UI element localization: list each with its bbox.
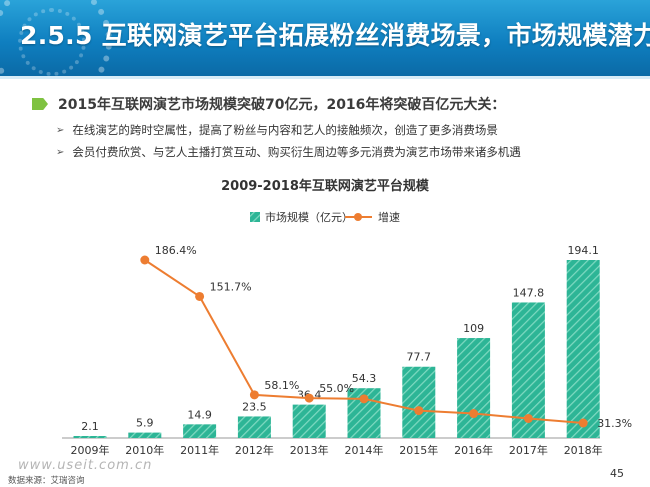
watermark: www.useit.com.cn xyxy=(18,458,153,473)
arrow-tag-icon xyxy=(32,98,48,110)
chart-title: 2009-2018年互联网演艺平台规模 xyxy=(221,178,430,194)
legend-line-marker xyxy=(354,213,362,221)
bar-value-label: 77.7 xyxy=(407,351,432,364)
x-tick-label: 2012年 xyxy=(235,443,274,457)
arrowhead-bullet-icon: ➢ xyxy=(56,124,65,136)
bar xyxy=(183,424,217,438)
growth-point xyxy=(414,406,424,416)
growth-point xyxy=(140,255,150,265)
lead-text: 2015年互联网演艺市场规模突破70亿元，2016年将突破百亿元大关： xyxy=(58,97,506,113)
x-tick-label: 2017年 xyxy=(509,443,548,457)
legend-bar-label: 市场规模（亿元） xyxy=(265,210,353,224)
header-banner: 2.5.5 互联网演艺平台拓展粉丝消费场景，市场规模潜力无限 xyxy=(0,0,650,76)
header-divider xyxy=(0,76,650,79)
header-decoration xyxy=(0,0,112,76)
growth-point xyxy=(578,418,588,428)
growth-value-label: 58.1% xyxy=(264,379,299,392)
bar xyxy=(457,338,491,438)
bar xyxy=(73,436,107,438)
page-number: 45 xyxy=(610,467,624,480)
bar-value-label: 147.8 xyxy=(513,286,545,299)
x-tick-label: 2018年 xyxy=(564,443,603,457)
header-decoration-inner xyxy=(18,8,86,76)
lead-statement: 2015年互联网演艺市场规模突破70亿元，2016年将突破百亿元大关： xyxy=(32,93,505,115)
legend-line-label: 增速 xyxy=(378,210,400,224)
x-tick-label: 2010年 xyxy=(125,443,164,457)
growth-value-label: 151.7% xyxy=(210,280,252,293)
x-tick-label: 2011年 xyxy=(180,443,219,457)
bar xyxy=(237,416,271,438)
x-tick-label: 2009年 xyxy=(71,443,110,457)
bar xyxy=(402,366,436,438)
bar xyxy=(566,260,600,438)
bar xyxy=(292,404,326,438)
bar-value-label: 23.5 xyxy=(242,400,267,413)
arrowhead-bullet-icon: ➢ xyxy=(56,146,65,158)
growth-point xyxy=(359,394,369,404)
bar-value-label: 5.9 xyxy=(136,417,154,430)
page-title: 2.5.5 互联网演艺平台拓展粉丝消费场景，市场规模潜力无限 xyxy=(20,21,650,50)
data-source: 数据来源：艾瑞咨询 xyxy=(8,476,85,486)
growth-point xyxy=(195,291,205,301)
bullet-text: 会员付费欣赏、与艺人主播打赏互动、购买衍生周边等多元消费为演艺市场带来诸多机遇 xyxy=(72,145,521,159)
bar-value-label: 109 xyxy=(463,322,484,335)
market-size-chart: 2009-2018年互联网演艺平台规模 市场规模（亿元） 增速 2.1 5.9 14… xyxy=(62,178,632,457)
bar-value-label: 2.1 xyxy=(81,420,99,433)
growth-value-label: 55.0% xyxy=(319,382,354,395)
x-tick-label: 2015年 xyxy=(399,443,438,457)
bullet-text: 在线演艺的跨时空属性，提高了粉丝与内容和艺人的接触频次，创造了更多消费场景 xyxy=(72,123,498,137)
bar-value-label: 194.1 xyxy=(567,244,599,257)
growth-point xyxy=(249,390,259,400)
growth-point xyxy=(469,409,479,419)
legend-bar-swatch xyxy=(250,212,260,222)
bullet-item: ➢ 会员付费欣赏、与艺人主播打赏互动、购买衍生周边等多元消费为演艺市场带来诸多机… xyxy=(56,143,521,161)
bar xyxy=(128,432,162,438)
x-tick-label: 2014年 xyxy=(345,443,384,457)
growth-value-label: 186.4% xyxy=(155,244,197,257)
growth-point xyxy=(304,393,314,403)
growth-value-label: 31.3% xyxy=(597,417,632,430)
growth-point xyxy=(523,413,533,423)
bar-value-label: 14.9 xyxy=(187,408,212,421)
bullet-item: ➢ 在线演艺的跨时空属性，提高了粉丝与内容和艺人的接触频次，创造了更多消费场景 xyxy=(56,121,498,139)
chart-legend: 市场规模（亿元） 增速 xyxy=(250,210,400,224)
x-tick-label: 2013年 xyxy=(290,443,329,457)
bar-value-label: 54.3 xyxy=(352,372,377,385)
x-tick-label: 2016年 xyxy=(454,443,493,457)
